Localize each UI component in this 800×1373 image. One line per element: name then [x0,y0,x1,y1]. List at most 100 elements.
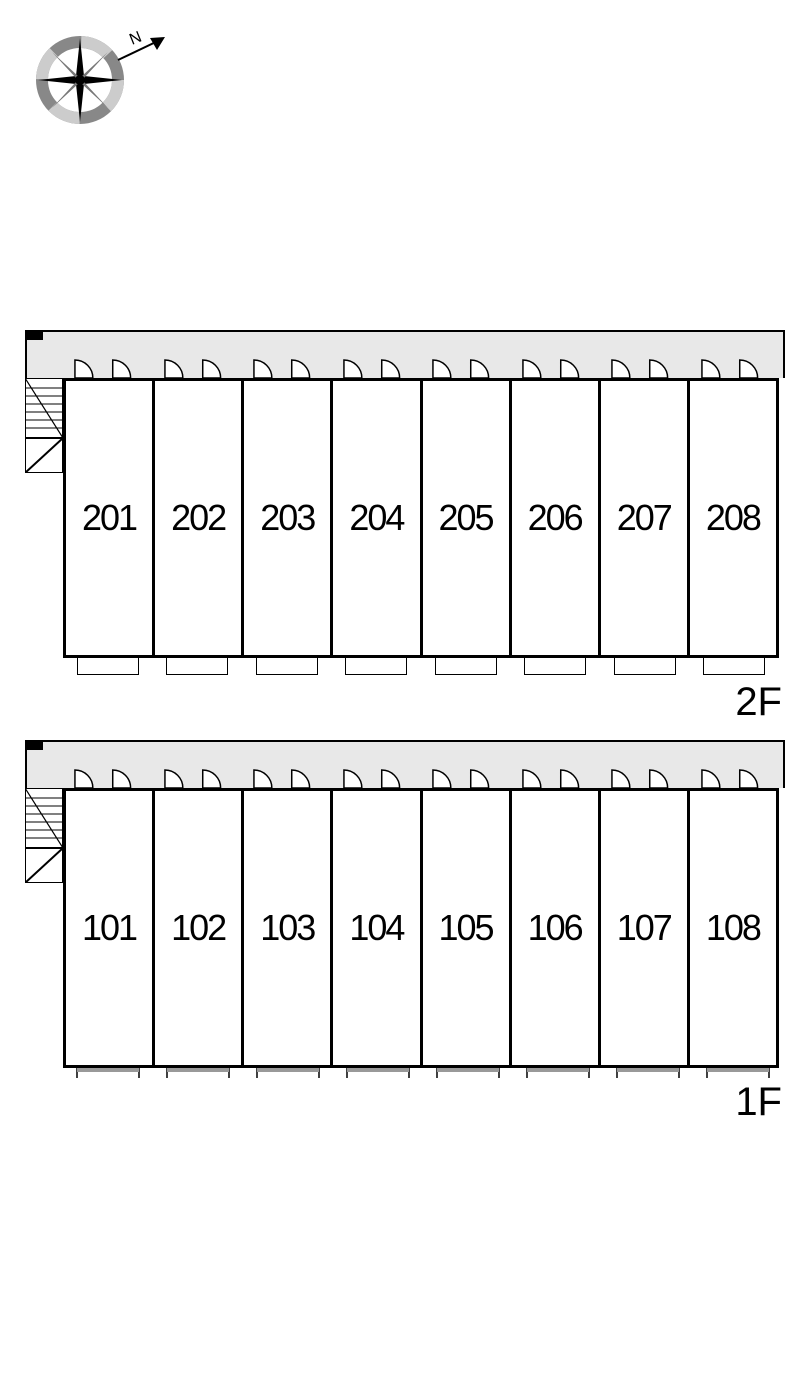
door-icon [244,764,334,788]
balcony-rect [345,657,407,675]
unit-103: 103 [244,791,333,1065]
balcony [332,658,422,686]
unit-label: 205 [439,497,493,539]
door-pair [244,354,334,378]
balconies-row [63,658,779,686]
corridor-marker [25,740,43,750]
window-mark [153,1068,243,1084]
floor-label-1f: 1F [735,1080,782,1125]
window-mark-icon [513,1068,603,1084]
balcony-rect [256,657,318,675]
door-icon [513,354,603,378]
unit-106: 106 [512,791,601,1065]
stairs [25,378,63,473]
window-mark-icon [63,1068,153,1084]
unit-label: 206 [528,497,582,539]
window-mark [603,1068,693,1084]
unit-label: 105 [439,907,493,949]
unit-label: 101 [82,907,136,949]
balcony [153,658,243,686]
balcony-rect [614,657,676,675]
corridor-marker [25,330,43,340]
unit-202: 202 [155,381,244,655]
door-icon [513,764,603,788]
unit-label: 104 [349,907,403,949]
compass: N [30,20,180,145]
door-icon [65,764,155,788]
units-row: 201 202 203 204 205 206 207 208 [63,378,779,658]
unit-204: 204 [333,381,422,655]
floor-label-2f: 2F [735,680,782,725]
door-icon [692,354,782,378]
unit-108: 108 [690,791,776,1065]
door-pair [423,764,513,788]
unit-label: 201 [82,497,136,539]
door-icon [334,764,424,788]
door-icon [155,764,245,788]
window-mark-icon [603,1068,693,1084]
window-mark [63,1068,153,1084]
balcony [511,658,601,686]
unit-label: 203 [260,497,314,539]
unit-label: 202 [171,497,225,539]
door-icon [602,764,692,788]
door-icon [692,764,782,788]
unit-label: 208 [706,497,760,539]
window-mark [513,1068,603,1084]
door-icon [602,354,692,378]
unit-201: 201 [66,381,155,655]
balcony-rect [524,657,586,675]
door-icon [423,764,513,788]
door-pair [334,354,424,378]
unit-label: 207 [617,497,671,539]
balcony-rect [77,657,139,675]
unit-label: 106 [528,907,582,949]
door-pair [692,764,782,788]
balcony-rect [703,657,765,675]
door-pair [692,354,782,378]
door-pair [65,764,155,788]
door-pair [423,354,513,378]
doors-row [65,354,781,378]
unit-203: 203 [244,381,333,655]
window-mark-icon [333,1068,423,1084]
door-icon [334,354,424,378]
door-pair [155,354,245,378]
door-icon [155,354,245,378]
stairs-icon [25,788,63,883]
balcony [600,658,690,686]
door-pair [244,764,334,788]
door-icon [244,354,334,378]
door-icon [65,354,155,378]
unit-104: 104 [333,791,422,1065]
window-mark-icon [243,1068,333,1084]
floor-block-2f: 201 202 203 204 205 206 207 208 [15,330,785,686]
unit-101: 101 [66,791,155,1065]
balcony [421,658,511,686]
unit-208: 208 [690,381,776,655]
window-mark-icon [423,1068,513,1084]
door-icon [423,354,513,378]
unit-label: 107 [617,907,671,949]
balcony [242,658,332,686]
window-mark-icon [153,1068,243,1084]
doors-row [65,764,781,788]
door-pair [513,764,603,788]
unit-105: 105 [423,791,512,1065]
unit-206: 206 [512,381,601,655]
door-pair [513,354,603,378]
door-pair [334,764,424,788]
unit-107: 107 [601,791,690,1065]
units-row: 101 102 103 104 105 106 107 108 [63,788,779,1068]
unit-205: 205 [423,381,512,655]
compass-north-label: N [127,29,144,49]
unit-207: 207 [601,381,690,655]
unit-label: 102 [171,907,225,949]
window-marks-row [63,1068,779,1084]
corridor [25,330,785,378]
balcony [63,658,153,686]
balcony-rect [166,657,228,675]
stairs-icon [25,378,63,473]
unit-102: 102 [155,791,244,1065]
window-mark [423,1068,513,1084]
